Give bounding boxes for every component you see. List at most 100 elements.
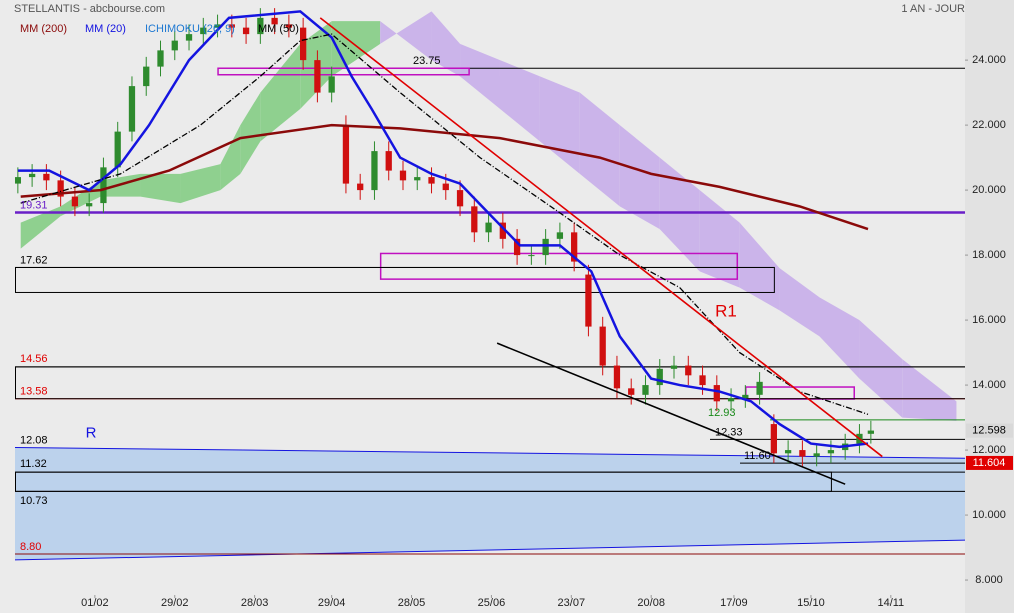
candle-body [357,183,364,191]
cloud-segment [859,320,903,418]
level-label: 8.80 [20,541,41,553]
cloud-segment [460,43,500,109]
level-label: 23.75 [413,55,441,67]
candle-body [756,381,763,395]
candle-body [613,365,621,389]
candle-body [713,385,720,402]
support-zone-edge [15,446,965,459]
support-zone [15,447,965,560]
candle-body [100,167,107,204]
candle-body [742,394,749,399]
candle-body [228,24,235,28]
y-tick-label: 12.000 [972,444,1006,456]
candle-body [342,125,350,184]
candle-body [442,183,449,191]
candle-body [271,17,278,25]
level-label: 13.58 [20,386,48,398]
cloud-segment [431,11,461,77]
cloud-segment [619,125,660,230]
candle-body [371,151,378,191]
cloud-segment [819,297,860,379]
level-label: 17.62 [20,254,48,266]
candle-body [414,177,421,181]
level-label: 11.60 [744,450,771,462]
candle-body [642,385,649,395]
level-label: 10.73 [20,495,48,507]
x-tick-label: 25/06 [478,597,506,609]
price-tag-label: 12.598 [972,425,1006,437]
axis-background [965,0,1014,613]
zone-box [379,252,739,280]
candle-body [399,170,407,181]
x-tick-label: 29/04 [318,597,346,609]
candle-body [328,76,335,93]
candle-body [257,17,264,35]
level-label: 19.31 [20,199,48,211]
legend-entry: MM (20) [85,23,126,35]
moving-average [17,10,869,449]
candle-body [727,398,735,402]
level-label: 11.32 [20,458,47,470]
candle-body [71,196,79,207]
candle-body [485,222,492,233]
y-tick-label: 16.000 [972,314,1006,326]
candle-body [867,430,874,434]
candle-body [242,27,250,35]
y-tick-label: 8.000 [975,574,1003,586]
candle-body [43,173,50,181]
cloud-segment [699,190,740,288]
period-label: 1 AN - JOUR [901,3,965,15]
legend-entry: MM (200) [20,23,67,35]
cloud-segment [579,92,620,207]
candle-body [285,24,293,28]
candle-body [15,177,21,184]
cloud-segment [779,268,820,337]
cloud-segment [539,76,580,174]
zone-box [15,266,775,293]
candle-body [784,450,792,454]
trendline [319,17,883,458]
candle-body [585,274,592,327]
cloud-segment [20,206,61,249]
cloud-segment [140,173,181,204]
x-tick-label: 15/10 [797,597,825,609]
price-tag [966,423,1013,438]
price-tag-label: 11.604 [973,457,1006,469]
candle-body [157,50,164,67]
candle-body [799,450,806,457]
price-tag [966,455,1013,470]
candle-body [513,238,521,256]
y-tick-label: 14.000 [972,379,1006,391]
trendline [496,342,846,485]
level-label: 12.33 [715,426,743,438]
candle-body [699,375,706,386]
candle-body [599,326,606,366]
y-tick-label: 18.000 [972,249,1006,261]
x-tick-label: 17/09 [720,597,748,609]
zone-box [15,471,832,492]
y-tick-label: 10.000 [972,509,1006,521]
candle-body [57,180,64,197]
cloud-segment [180,164,221,204]
x-tick-label: 20/08 [637,597,665,609]
candle-body [143,66,150,87]
cloud-segment [240,92,261,174]
candle-body [300,27,307,61]
cloud-segment [499,60,540,142]
moving-average [20,33,869,415]
level-label: 12.08 [20,434,48,446]
candle-body [628,388,635,395]
overlay: R 23.75 19.31 17.62 14.56 13.58 12.93 12.33 12.0… [20,23,771,553]
candle-body [28,173,36,178]
candle-body [200,27,207,35]
x-tick-label: 01/02 [81,597,109,609]
candle-body [456,190,464,207]
zone-box [15,366,965,400]
candle-body [656,368,663,386]
candle-body [685,365,692,376]
x-tick-label: 23/07 [558,597,586,609]
candle-body [171,40,178,51]
support-zone-edge [15,539,965,561]
chart-title: STELLANTIS - abcbourse.com [14,3,165,15]
trendline-label: R1 [715,301,737,320]
